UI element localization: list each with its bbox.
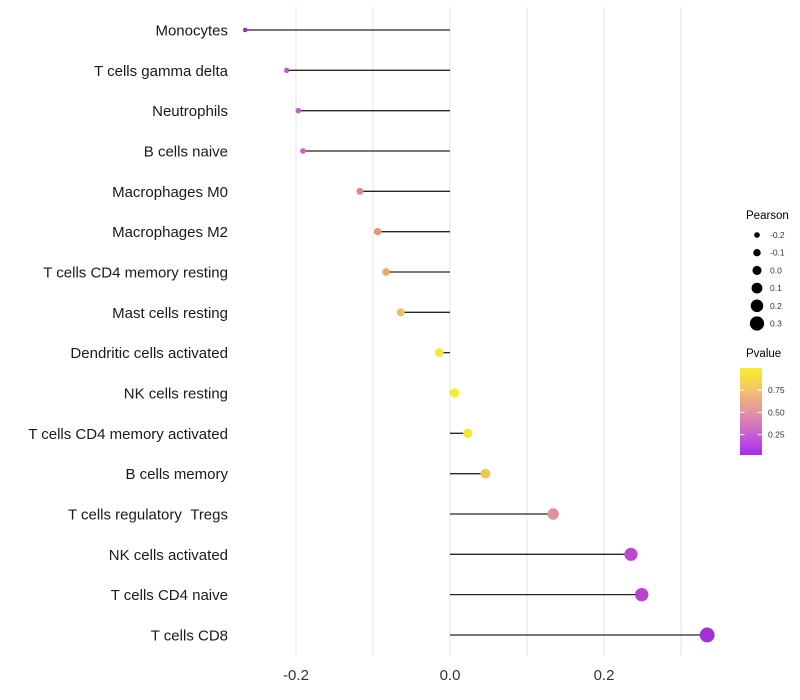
legend-size-dot bbox=[754, 232, 760, 238]
data-point bbox=[295, 107, 302, 114]
pvalue-legend-title: Pvalue bbox=[746, 348, 782, 360]
y-axis-label: NK cells resting bbox=[124, 385, 228, 402]
x-tick-label: 0.0 bbox=[440, 667, 461, 684]
y-axis-label: Dendritic cells activated bbox=[70, 345, 228, 362]
x-tick-label: 0.2 bbox=[594, 667, 615, 684]
y-axis-label: Neutrophils bbox=[152, 103, 228, 120]
y-axis-label: T cells regulatory Tregs bbox=[68, 506, 228, 523]
legend-size-dot bbox=[753, 249, 761, 257]
y-axis-label: B cells memory bbox=[125, 466, 228, 483]
legend-size-dot bbox=[749, 316, 765, 331]
data-point bbox=[356, 187, 364, 195]
pearson-legend-title: Pearson bbox=[746, 210, 789, 222]
legend-size-dot bbox=[752, 265, 762, 275]
y-axis-label: Macrophages M0 bbox=[112, 184, 228, 201]
y-axis-label: T cells CD4 memory resting bbox=[43, 264, 228, 281]
legend-size-dot bbox=[750, 299, 764, 313]
colorbar-tick-label: 0.75 bbox=[768, 385, 785, 395]
data-point bbox=[480, 468, 491, 479]
y-axis-label: T cells CD8 bbox=[151, 627, 228, 644]
data-point bbox=[434, 348, 444, 358]
legend-size-label: -0.2 bbox=[770, 230, 785, 240]
legend-size-dot bbox=[751, 282, 763, 294]
data-point bbox=[547, 508, 559, 520]
y-axis-label: T cells gamma delta bbox=[94, 63, 229, 80]
colorbar-tick-label: 0.50 bbox=[768, 407, 785, 417]
data-point bbox=[450, 388, 460, 398]
data-point bbox=[284, 67, 290, 74]
pvalue-colorbar bbox=[740, 368, 762, 455]
data-point bbox=[462, 428, 473, 439]
data-point bbox=[635, 587, 649, 602]
y-axis-label: B cells naive bbox=[144, 143, 228, 160]
y-axis-label: NK cells activated bbox=[109, 547, 228, 564]
y-axis-label: Mast cells resting bbox=[112, 305, 228, 322]
legend-size-label: -0.1 bbox=[770, 248, 785, 258]
data-point bbox=[300, 148, 306, 154]
legend-size-label: 0.2 bbox=[770, 301, 782, 311]
legend-size-label: 0.3 bbox=[770, 319, 782, 329]
data-point bbox=[373, 227, 382, 236]
y-axis-label: T cells CD4 memory activated bbox=[28, 426, 228, 443]
data-point bbox=[699, 627, 715, 643]
y-axis-label: Macrophages M2 bbox=[112, 224, 228, 241]
data-point bbox=[396, 308, 405, 317]
y-axis-label: Monocytes bbox=[155, 23, 228, 40]
colorbar-tick-label: 0.25 bbox=[768, 430, 785, 440]
legend-size-label: 0.1 bbox=[770, 283, 782, 293]
legend-size-label: 0.0 bbox=[770, 265, 782, 275]
data-point bbox=[242, 27, 248, 33]
data-point bbox=[382, 268, 390, 276]
x-tick-label: -0.2 bbox=[283, 667, 309, 684]
y-axis-label: T cells CD4 naive bbox=[111, 587, 228, 604]
data-point bbox=[624, 547, 638, 561]
